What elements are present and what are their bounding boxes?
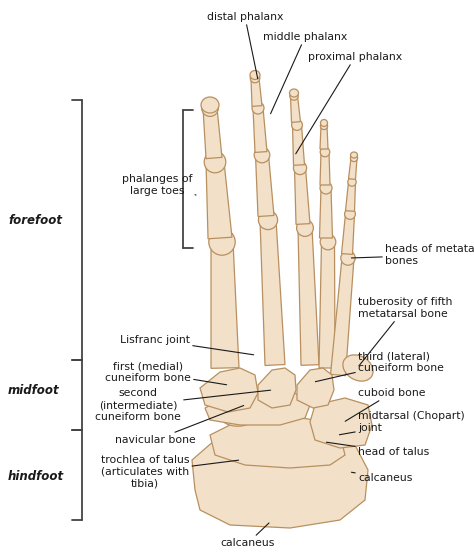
Text: phalanges of
large toes: phalanges of large toes (122, 174, 196, 196)
Polygon shape (348, 158, 357, 179)
Ellipse shape (250, 71, 260, 79)
Polygon shape (310, 398, 372, 448)
Polygon shape (319, 188, 332, 238)
Ellipse shape (258, 210, 278, 230)
Polygon shape (260, 220, 285, 365)
Polygon shape (206, 161, 232, 239)
Polygon shape (298, 228, 319, 365)
Text: forefoot: forefoot (8, 214, 62, 226)
Ellipse shape (320, 147, 330, 157)
Ellipse shape (254, 147, 270, 163)
Polygon shape (297, 368, 334, 408)
Ellipse shape (320, 123, 328, 130)
Ellipse shape (345, 209, 356, 219)
Ellipse shape (293, 161, 307, 174)
Ellipse shape (297, 220, 313, 236)
Ellipse shape (292, 120, 302, 130)
Polygon shape (205, 390, 310, 425)
Ellipse shape (320, 119, 328, 126)
Polygon shape (291, 95, 301, 123)
Polygon shape (330, 257, 354, 376)
Polygon shape (192, 432, 368, 528)
Polygon shape (258, 368, 296, 408)
Polygon shape (251, 78, 262, 107)
Text: hindfoot: hindfoot (8, 470, 64, 482)
Ellipse shape (343, 355, 373, 381)
Ellipse shape (320, 182, 332, 194)
Ellipse shape (290, 92, 298, 100)
Polygon shape (292, 125, 304, 165)
Ellipse shape (250, 73, 260, 83)
Ellipse shape (204, 151, 226, 173)
Ellipse shape (209, 229, 235, 255)
Polygon shape (203, 108, 222, 158)
Text: calcaneus: calcaneus (351, 472, 412, 483)
Polygon shape (346, 182, 356, 211)
Text: distal phalanx: distal phalanx (207, 12, 283, 78)
Polygon shape (320, 152, 330, 185)
Text: third (lateral)
cuneiform bone: third (lateral) cuneiform bone (315, 351, 444, 381)
Text: cuboid bone: cuboid bone (345, 388, 426, 421)
Ellipse shape (341, 251, 355, 265)
Polygon shape (294, 168, 310, 224)
Ellipse shape (252, 102, 264, 114)
Polygon shape (200, 368, 258, 412)
Text: navicular bone: navicular bone (115, 406, 244, 445)
Ellipse shape (218, 394, 262, 426)
Text: Lisfranc joint: Lisfranc joint (120, 335, 254, 355)
Polygon shape (341, 214, 355, 254)
Text: second
(intermediate)
cuneiform bone: second (intermediate) cuneiform bone (95, 389, 271, 422)
Ellipse shape (201, 97, 219, 113)
Text: calcaneus: calcaneus (221, 523, 275, 548)
Text: trochlea of talus
(articulates with
tibia): trochlea of talus (articulates with tibi… (101, 455, 238, 489)
Text: middle phalanx: middle phalanx (263, 32, 347, 114)
Polygon shape (253, 108, 267, 152)
Polygon shape (319, 242, 335, 368)
Text: heads of metatarsal
bones: heads of metatarsal bones (351, 244, 474, 266)
Ellipse shape (201, 99, 219, 116)
Ellipse shape (320, 234, 336, 250)
Text: head of talus: head of talus (327, 442, 429, 457)
Polygon shape (320, 126, 328, 149)
Ellipse shape (350, 152, 357, 158)
Polygon shape (255, 155, 274, 216)
Ellipse shape (348, 178, 356, 186)
Text: midtarsal (Chopart)
joint: midtarsal (Chopart) joint (339, 411, 465, 435)
Polygon shape (210, 415, 345, 468)
Text: proximal phalanx: proximal phalanx (296, 52, 402, 154)
Ellipse shape (350, 155, 357, 162)
Text: tuberosity of fifth
metatarsal bone: tuberosity of fifth metatarsal bone (358, 297, 452, 366)
Ellipse shape (290, 89, 299, 97)
Text: midfoot: midfoot (8, 384, 60, 396)
Text: first (medial)
cuneiform bone: first (medial) cuneiform bone (105, 361, 227, 385)
Polygon shape (211, 242, 239, 368)
